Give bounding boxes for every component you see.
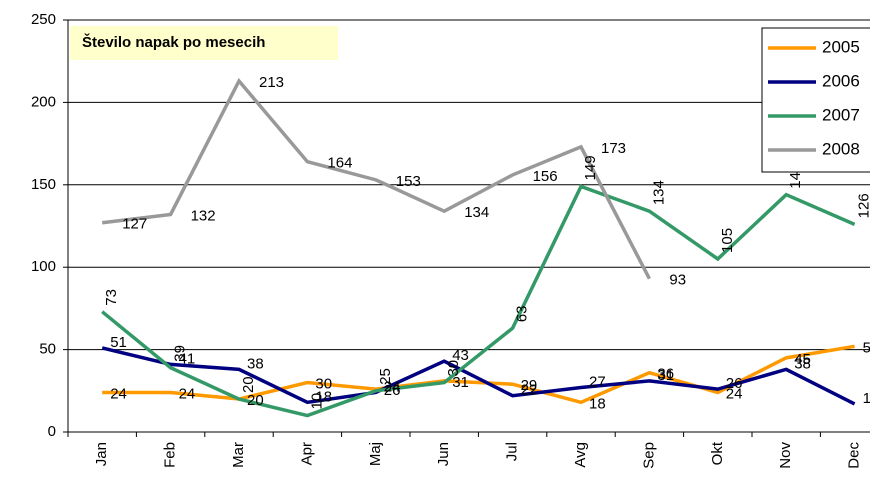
data-label: 45 — [794, 351, 811, 368]
y-tick-label: 50 — [39, 341, 56, 358]
data-label: 20 — [240, 376, 257, 393]
data-label: 24 — [384, 378, 401, 395]
data-label: 73 — [103, 289, 120, 306]
data-label: 24 — [726, 385, 743, 402]
x-tick-label: Okt — [709, 441, 726, 465]
data-label: 26 — [726, 375, 743, 392]
x-tick-label: Avg — [572, 442, 589, 468]
data-label: 127 — [122, 216, 147, 233]
legend-label: 2005 — [822, 37, 860, 56]
legend-label: 2006 — [822, 71, 860, 90]
data-label: 164 — [327, 155, 352, 172]
y-tick-label: 100 — [31, 258, 56, 275]
x-tick-label: Jun — [435, 442, 452, 466]
title-box — [70, 26, 338, 60]
x-tick-label: Apr — [298, 442, 315, 465]
series-line — [101, 184, 856, 418]
x-tick-label: Nov — [777, 442, 794, 469]
chart-title: Število napak po mesecih — [82, 33, 265, 51]
data-label: 105 — [719, 228, 736, 253]
series-line — [101, 346, 856, 406]
y-tick-label: 200 — [31, 93, 56, 110]
data-label: 18 — [315, 388, 332, 405]
data-label: 31 — [657, 367, 674, 384]
data-label: 52 — [863, 339, 870, 356]
data-label: 22 — [521, 382, 538, 399]
data-label: 38 — [794, 355, 811, 372]
legend-label: 2008 — [822, 139, 860, 158]
data-label: 24 — [110, 385, 127, 402]
x-tick-label: Dec — [846, 442, 863, 469]
y-tick-label: 250 — [31, 11, 56, 28]
x-tick-label: Mar — [230, 442, 247, 468]
data-label: 26 — [384, 382, 401, 399]
x-tick-label: Jul — [504, 442, 521, 461]
x-tick-label: Feb — [162, 442, 179, 468]
data-label: 31 — [452, 374, 469, 391]
data-label: 20 — [247, 392, 264, 409]
data-label: 39 — [172, 345, 189, 362]
data-label: 134 — [650, 180, 667, 205]
data-label: 63 — [514, 305, 531, 322]
data-label: 153 — [396, 173, 421, 190]
data-label: 132 — [191, 207, 216, 224]
x-tick-label: Sep — [640, 442, 657, 469]
data-label: 27 — [589, 373, 606, 390]
series-line — [101, 77, 651, 280]
data-label: 29 — [521, 377, 538, 394]
data-label: 134 — [464, 204, 489, 221]
data-label: 17 — [863, 390, 870, 407]
data-label: 93 — [669, 272, 686, 289]
data-label: 18 — [589, 395, 606, 412]
data-label: 38 — [247, 355, 264, 372]
data-label: 213 — [259, 74, 284, 91]
data-label: 41 — [179, 350, 196, 367]
data-label: 24 — [179, 385, 196, 402]
data-label: 156 — [533, 168, 558, 185]
data-label: 36 — [657, 366, 674, 383]
x-tick-label: Jan — [93, 442, 110, 466]
data-label: 30 — [315, 376, 332, 393]
data-label: 173 — [601, 140, 626, 157]
data-label: 10 — [308, 393, 325, 410]
data-label: 126 — [856, 193, 870, 218]
data-label: 149 — [582, 155, 599, 180]
y-tick-label: 150 — [31, 176, 56, 193]
legend-box — [761, 27, 870, 173]
data-label: 43 — [452, 347, 469, 364]
data-label: 30 — [445, 360, 462, 377]
data-label: 51 — [110, 334, 127, 351]
y-tick-label: 0 — [48, 423, 56, 440]
legend-label: 2007 — [822, 105, 860, 124]
x-tick-label: Maj — [367, 442, 384, 466]
data-label: 25 — [377, 368, 394, 385]
